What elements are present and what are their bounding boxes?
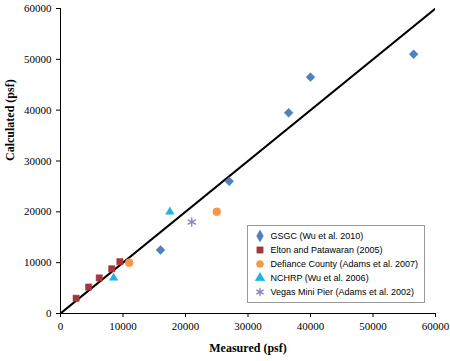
- svg-text:10000: 10000: [24, 256, 52, 268]
- svg-text:20000: 20000: [172, 320, 200, 332]
- svg-text:40000: 40000: [24, 104, 52, 116]
- svg-text:60000: 60000: [24, 2, 52, 14]
- svg-text:30000: 30000: [24, 155, 52, 167]
- svg-text:10000: 10000: [109, 320, 137, 332]
- svg-text:20000: 20000: [24, 205, 52, 217]
- svg-text:0: 0: [58, 320, 64, 332]
- svg-text:0: 0: [46, 307, 52, 319]
- html-text:GSGC (Wu et al. 2010): GSGC (Wu et al. 2010): [270, 231, 364, 241]
- html-text:Defiance County (Adams et al.: Defiance County (Adams et al. 2007): [270, 259, 418, 269]
- html-text:Vegas Mini Pier (Adams et al.: Vegas Mini Pier (Adams et al. 2002): [270, 287, 414, 297]
- svg-text:Calculated (psf): Calculated (psf): [3, 79, 17, 161]
- svg-text:50000: 50000: [359, 320, 387, 332]
- svg-text:30000: 30000: [234, 320, 262, 332]
- html-text:NCHRP (Wu et al. 2006): NCHRP (Wu et al. 2006): [270, 273, 369, 283]
- svg-text:40000: 40000: [297, 320, 325, 332]
- svg-text:Measured (psf): Measured (psf): [209, 341, 286, 355]
- svg-text:50000: 50000: [24, 53, 52, 65]
- html-text:Elton and Patawaran (2005): Elton and Patawaran (2005): [270, 245, 383, 255]
- svg-text:60000: 60000: [422, 320, 450, 332]
